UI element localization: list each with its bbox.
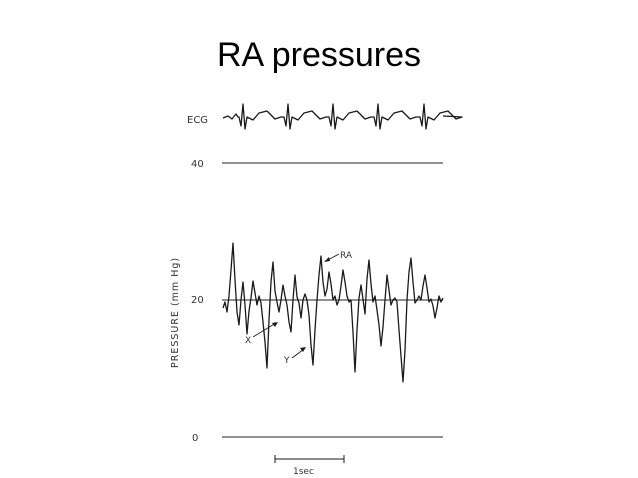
- y-axis-label: PRESSURE (mm Hg): [170, 257, 181, 368]
- ecg-trace: [222, 103, 463, 130]
- ra-pressure-trace: [222, 242, 444, 383]
- slide-title: RA pressures: [216, 36, 422, 74]
- y-annotation-label: Y: [283, 356, 290, 366]
- scale-bar-label: 1sec: [293, 467, 314, 477]
- x-annotation-arrow: [252, 322, 277, 338]
- ra-arrowhead: [324, 257, 330, 262]
- x-arrowhead: [272, 322, 278, 327]
- x-annotation-label: X: [245, 336, 251, 346]
- tick-label-40: 40: [191, 159, 204, 170]
- tick-label-20: 20: [191, 295, 204, 306]
- ra-annotation-label: RA: [340, 251, 353, 261]
- tick-label-0: 0: [192, 433, 198, 444]
- ecg-label: ECG: [187, 115, 208, 126]
- y-arrowhead: [300, 347, 306, 352]
